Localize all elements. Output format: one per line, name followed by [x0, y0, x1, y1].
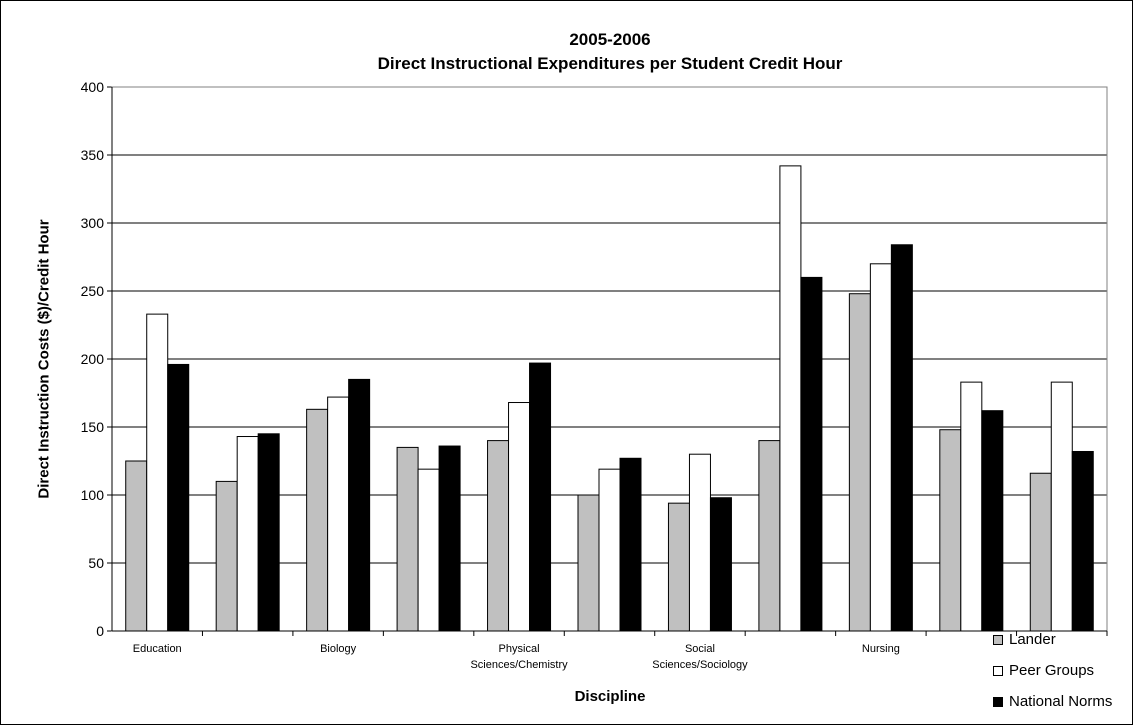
x-tick-label: Education — [133, 643, 182, 655]
bar-peer-groups — [598, 468, 621, 632]
bar-lander — [667, 502, 690, 632]
y-tick-label: 0 — [96, 623, 104, 639]
bar-lander — [396, 446, 419, 632]
bar-lander — [1029, 472, 1052, 632]
legend-label: Lander — [1009, 631, 1056, 648]
legend-label: Peer Groups — [1009, 662, 1095, 679]
y-axis-label: Direct Instruction Costs ($)/Credit Hour — [35, 219, 53, 499]
bar-lander — [758, 440, 781, 632]
bar-lander — [939, 429, 962, 632]
y-tick-label: 150 — [81, 419, 105, 435]
bar-national-norms — [257, 433, 280, 632]
bar-lander — [215, 480, 238, 632]
bar-peer-groups — [960, 381, 983, 632]
bar-peer-groups — [688, 453, 711, 632]
y-tick-label: 250 — [81, 283, 105, 299]
x-tick-label: Sciences/Chemistry — [470, 659, 568, 671]
bar-lander — [577, 494, 600, 632]
bar-peer-groups — [1050, 381, 1073, 632]
chart-title-line-1: 2005-2006 — [569, 30, 651, 49]
bar-national-norms — [981, 410, 1004, 632]
x-axis-label: Discipline — [574, 688, 646, 705]
y-tick-label: 400 — [81, 79, 105, 95]
bar-national-norms — [800, 276, 823, 632]
y-tick-label: 50 — [88, 555, 104, 571]
bar-national-norms — [1071, 450, 1094, 632]
y-tick-label: 100 — [81, 487, 105, 503]
x-tick-label: Nursing — [862, 643, 900, 655]
x-tick-label: Social — [685, 643, 715, 655]
y-tick-labels: 0 50 100 150 200 250 300 350 400 — [81, 79, 105, 639]
axes — [107, 86, 1108, 636]
bar-national-norms — [890, 244, 913, 632]
bar-national-norms — [167, 363, 190, 632]
bar-national-norms — [619, 457, 642, 632]
x-tick-label: Sciences/Sociology — [652, 659, 748, 671]
chart-title-line-2: Direct Instructional Expenditures per St… — [377, 54, 843, 73]
bar-national-norms — [529, 362, 552, 632]
bar-national-norms — [709, 497, 732, 632]
bar-peer-groups — [236, 436, 259, 632]
bar-national-norms — [438, 445, 461, 632]
legend-swatch — [993, 665, 1003, 676]
bar-peer-groups — [327, 396, 350, 632]
legend-swatch — [993, 696, 1003, 707]
bar-lander — [487, 440, 510, 632]
x-tick-labels: Education Biology Physical Sciences/Chemist… — [133, 643, 900, 671]
x-tick-label: Biology — [320, 643, 357, 655]
legend-swatch — [993, 634, 1003, 645]
bar-lander — [848, 293, 871, 632]
bar-peer-groups — [146, 313, 169, 632]
bar-lander — [306, 408, 329, 632]
legend-item-peer-groups: Peer Groups — [993, 662, 1094, 679]
bars — [125, 165, 1094, 632]
bar-national-norms — [348, 378, 371, 632]
bar-lander — [125, 460, 148, 632]
bar-peer-groups — [508, 402, 531, 632]
legend-label: National Norms — [1009, 693, 1113, 710]
y-tick-label: 300 — [81, 215, 105, 231]
legend-item-lander: Lander — [993, 631, 1056, 648]
bar-peer-groups — [869, 263, 892, 632]
bar-peer-groups — [417, 468, 440, 632]
x-tick-label: Physical — [499, 643, 540, 655]
y-tick-label: 200 — [81, 351, 105, 367]
y-tick-label: 350 — [81, 147, 105, 163]
bar-peer-groups — [779, 165, 802, 632]
legend-item-national-norms: National Norms — [993, 693, 1112, 710]
